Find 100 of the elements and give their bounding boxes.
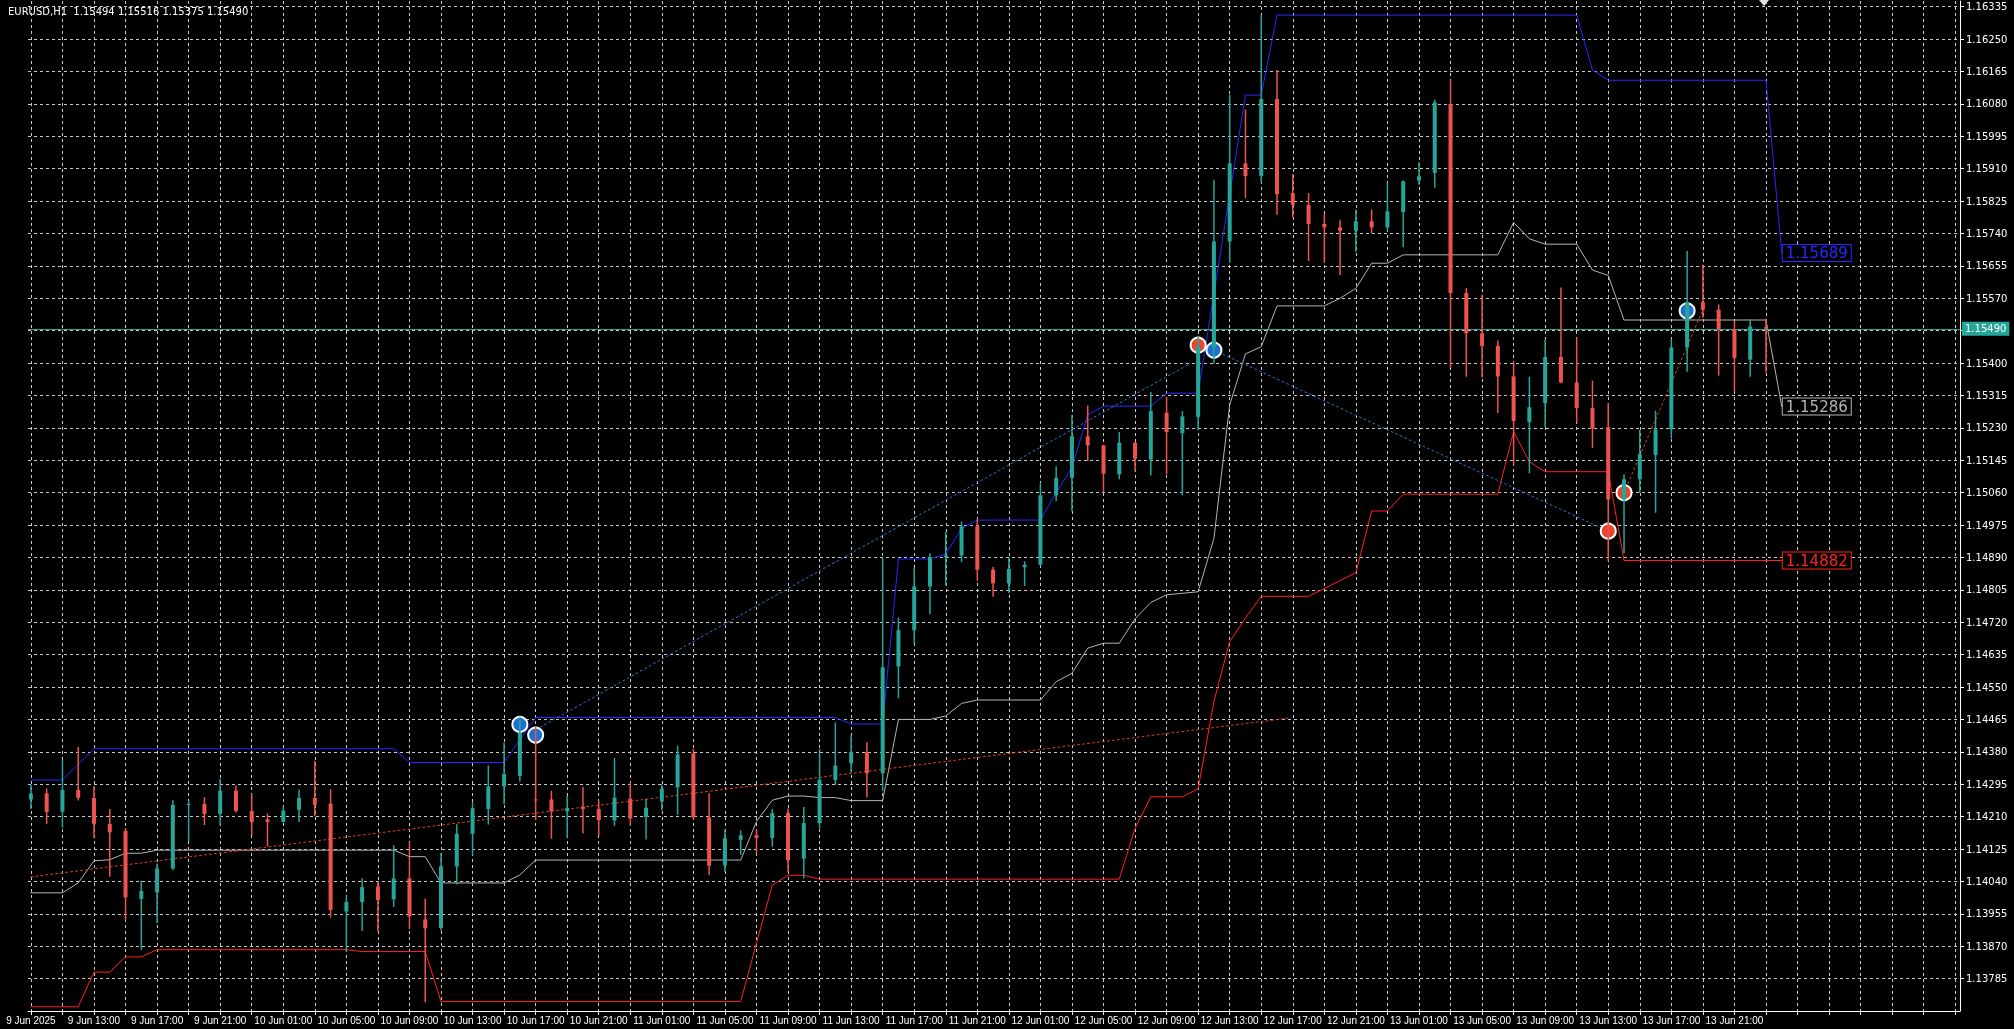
- x-tick-label: 10 Jun 05:00: [317, 1014, 376, 1026]
- y-tick-label: 1.15400: [1966, 357, 2008, 369]
- candlestick: [486, 764, 491, 826]
- y-tick-label: 1.14040: [1966, 875, 2008, 887]
- y-tick-label: 1.13955: [1966, 908, 2008, 920]
- y-tick-label: 1.16250: [1966, 33, 2008, 45]
- y-tick-label: 1.15740: [1966, 227, 2008, 239]
- y-tick-label: 1.13785: [1966, 973, 2008, 985]
- x-tick-label: 10 Jun 21:00: [569, 1014, 629, 1026]
- candlestick: [754, 828, 759, 854]
- x-tick-label: 12 Jun 21:00: [1326, 1014, 1386, 1026]
- y-tick-label: 1.15315: [1966, 389, 2008, 401]
- candlestick: [1716, 303, 1721, 377]
- x-tick-label: 12 Jun 01:00: [1011, 1014, 1070, 1026]
- y-tick-label: 1.14125: [1966, 843, 2008, 855]
- x-tick-label: 10 Jun 09:00: [380, 1014, 439, 1026]
- x-tick-label: 9 Jun 2025: [6, 1014, 57, 1026]
- y-tick-label: 1.15995: [1966, 130, 2008, 142]
- candlestick: [1133, 441, 1138, 473]
- y-tick-label: 1.15230: [1966, 422, 2008, 434]
- candlestick: [1306, 192, 1311, 262]
- chart-title: EURUSD,H1 1.15494 1.15516 1.15375 1.15490: [8, 5, 249, 17]
- y-tick-label: 1.14975: [1966, 519, 2008, 531]
- candlestick: [1385, 182, 1390, 232]
- candlestick: [1085, 404, 1090, 462]
- candlestick: [1353, 208, 1358, 253]
- x-tick-label: 13 Jun 13:00: [1579, 1014, 1638, 1026]
- y-tick-label: 1.14295: [1966, 778, 2008, 790]
- y-tick-label: 1.15910: [1966, 163, 2008, 175]
- candlestick: [233, 785, 238, 814]
- y-tick-label: 1.14805: [1966, 584, 2008, 596]
- candlestick: [76, 746, 81, 802]
- candlestick: [533, 726, 538, 821]
- data-label: 1.14882: [1785, 551, 1848, 570]
- candlestick: [659, 783, 664, 811]
- candlestick: [423, 897, 428, 1003]
- candlestick: [1480, 294, 1485, 379]
- candlestick: [1369, 208, 1374, 234]
- candlestick: [44, 787, 49, 825]
- candlestick: [549, 789, 554, 840]
- x-tick-label: 9 Jun 17:00: [130, 1014, 184, 1026]
- y-tick-label: 1.16335: [1966, 1, 2008, 13]
- candlestick: [1338, 219, 1343, 276]
- x-tick-label: 9 Jun 21:00: [194, 1014, 247, 1026]
- candlestick: [864, 741, 869, 799]
- y-tick-label: 1.14210: [1966, 811, 2008, 823]
- x-tick-label: 11 Jun 05:00: [696, 1014, 754, 1026]
- ref-line-label: 1.15490: [1965, 323, 2007, 335]
- y-tick-label: 1.15825: [1966, 195, 2008, 207]
- candlestick: [596, 799, 601, 837]
- candlestick: [991, 566, 996, 598]
- x-tick-label: 11 Jun 09:00: [759, 1014, 817, 1026]
- data-label: 1.15689: [1785, 243, 1848, 262]
- candlestick: [1700, 263, 1705, 319]
- candlestick: [218, 778, 223, 826]
- candlestick: [1527, 376, 1532, 474]
- candlestick: [612, 757, 617, 827]
- x-tick-label: 11 Jun 21:00: [948, 1014, 1007, 1026]
- y-tick-label: 1.15145: [1966, 454, 2008, 466]
- x-tick-label: 11 Jun 01:00: [633, 1014, 691, 1026]
- data-label: 1.15286: [1785, 397, 1848, 416]
- y-tick-label: 1.15655: [1966, 260, 2008, 272]
- x-tick-label: 13 Jun 17:00: [1642, 1014, 1701, 1026]
- candlestick: [139, 879, 144, 951]
- x-tick-label: 13 Jun 09:00: [1516, 1014, 1575, 1026]
- y-tick-label: 1.15060: [1966, 487, 2008, 499]
- candlestick: [186, 799, 191, 843]
- candlestick: [1243, 108, 1248, 199]
- y-tick-label: 1.14720: [1966, 616, 2008, 628]
- candlestick: [265, 812, 270, 848]
- candlestick: [375, 881, 380, 932]
- candlestick: [1006, 556, 1011, 594]
- x-tick-label: 10 Jun 17:00: [506, 1014, 565, 1026]
- candlestick: [249, 793, 254, 837]
- y-tick-label: 1.14380: [1966, 746, 2008, 758]
- candlestick: [644, 797, 649, 841]
- y-tick-label: 1.14550: [1966, 681, 2008, 693]
- x-tick-label: 13 Jun 01:00: [1390, 1014, 1449, 1026]
- point: [527, 726, 545, 744]
- candlestick: [360, 877, 365, 932]
- candlestick: [738, 829, 743, 856]
- candlestick: [628, 781, 633, 827]
- candlestick: [1763, 318, 1768, 374]
- candlestick: [1590, 379, 1595, 449]
- x-tick-label: 11 Jun 13:00: [822, 1014, 881, 1026]
- candlestick: [502, 741, 507, 805]
- candlestick: [202, 796, 207, 826]
- y-tick-label: 1.16080: [1966, 98, 2008, 110]
- candlestick: [1416, 161, 1421, 186]
- candlestick: [107, 808, 112, 878]
- candlestick: [60, 759, 65, 829]
- candlestick: [312, 760, 317, 817]
- x-tick-label: 10 Jun 01:00: [254, 1014, 313, 1026]
- candlestick: [833, 721, 838, 786]
- candlestick: [1164, 396, 1169, 476]
- y-tick-label: 1.14890: [1966, 551, 2008, 563]
- candlestick: [1054, 465, 1059, 502]
- x-tick-label: 12 Jun 13:00: [1200, 1014, 1260, 1026]
- candlestick: [391, 844, 396, 908]
- x-tick-label: 11 Jun 17:00: [885, 1014, 944, 1026]
